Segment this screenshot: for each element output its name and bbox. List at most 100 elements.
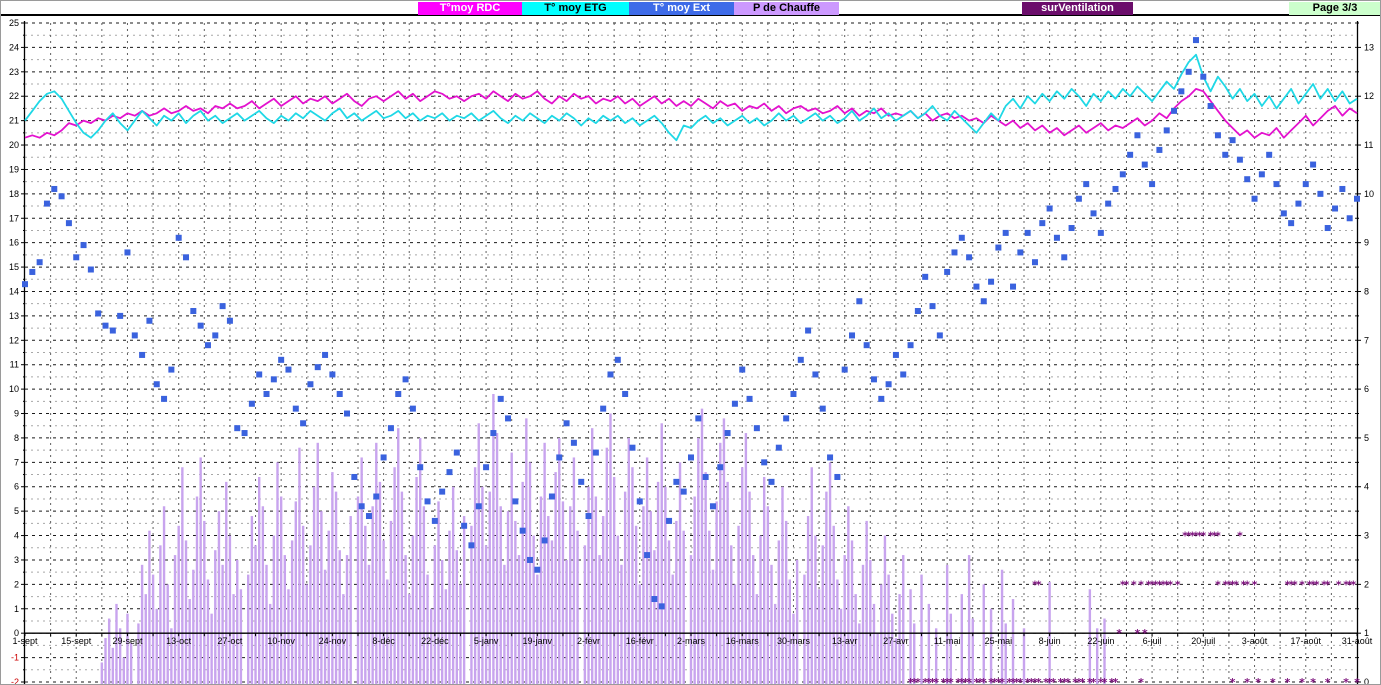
svg-text:*: * — [944, 676, 951, 685]
legend-tmoy-ext[interactable]: T° moy Ext — [629, 2, 734, 15]
svg-text:*: * — [1145, 578, 1152, 591]
svg-text:*: * — [1174, 578, 1181, 591]
svg-text:14: 14 — [9, 286, 19, 296]
svg-text:*: * — [1193, 530, 1200, 543]
svg-text:*: * — [988, 676, 995, 685]
svg-text:1-sept: 1-sept — [12, 636, 38, 646]
svg-text:18: 18 — [9, 189, 19, 199]
svg-text:27-avr: 27-avr — [883, 636, 909, 646]
svg-text:*: * — [1046, 676, 1053, 685]
svg-text:*: * — [1043, 676, 1050, 685]
svg-text:13-avr: 13-avr — [832, 636, 858, 646]
svg-text:2: 2 — [1364, 579, 1369, 589]
svg-text:*: * — [962, 676, 969, 685]
svg-text:*: * — [1182, 530, 1189, 543]
svg-text:4: 4 — [1364, 482, 1369, 492]
svg-text:*: * — [1156, 578, 1163, 591]
legend-tmoy-rdc[interactable]: T°moy RDC — [418, 2, 522, 15]
svg-text:13: 13 — [9, 311, 19, 321]
svg-text:*: * — [1028, 676, 1035, 685]
svg-text:*: * — [1138, 676, 1145, 685]
svg-text:*: * — [1229, 676, 1236, 685]
svg-text:21: 21 — [9, 116, 19, 126]
svg-text:22: 22 — [9, 91, 19, 101]
svg-text:5: 5 — [1364, 433, 1369, 443]
svg-text:24-nov: 24-nov — [319, 636, 347, 646]
svg-text:*: * — [1321, 578, 1328, 591]
svg-text:*: * — [1072, 676, 1079, 685]
svg-text:*: * — [980, 676, 987, 685]
svg-text:20: 20 — [9, 140, 19, 150]
svg-text:6: 6 — [14, 482, 19, 492]
svg-text:15-sept: 15-sept — [61, 636, 92, 646]
svg-text:*: * — [911, 676, 918, 685]
svg-text:22-juin: 22-juin — [1087, 636, 1114, 646]
svg-text:*: * — [922, 676, 929, 685]
svg-text:*: * — [1240, 578, 1247, 591]
svg-text:2-févr: 2-févr — [577, 636, 600, 646]
svg-text:5-janv: 5-janv — [474, 636, 499, 646]
svg-text:*: * — [1024, 676, 1031, 685]
svg-text:17: 17 — [9, 213, 19, 223]
svg-text:8: 8 — [14, 433, 19, 443]
svg-text:*: * — [1149, 578, 1156, 591]
svg-text:*: * — [1211, 530, 1218, 543]
svg-text:0: 0 — [1364, 677, 1369, 685]
svg-text:*: * — [1010, 676, 1017, 685]
svg-text:*: * — [1141, 627, 1148, 640]
svg-text:*: * — [1310, 578, 1317, 591]
svg-text:*: * — [1226, 578, 1233, 591]
page-indicator: Page 3/3 — [1289, 2, 1380, 15]
svg-text:-2: -2 — [11, 677, 19, 685]
svg-text:*: * — [1324, 676, 1331, 685]
svg-text:27-oct: 27-oct — [217, 636, 243, 646]
svg-text:*: * — [1006, 676, 1013, 685]
legend-tmoy-etg[interactable]: T° moy ETG — [522, 2, 629, 15]
svg-text:*: * — [991, 676, 998, 685]
svg-text:*: * — [1119, 578, 1126, 591]
svg-text:23: 23 — [9, 67, 19, 77]
svg-text:*: * — [1284, 578, 1291, 591]
svg-text:*: * — [1324, 578, 1331, 591]
svg-text:*: * — [1255, 676, 1262, 685]
svg-text:6: 6 — [1364, 384, 1369, 394]
svg-text:*: * — [1222, 578, 1229, 591]
svg-text:*: * — [1090, 676, 1097, 685]
svg-text:*: * — [1233, 578, 1240, 591]
svg-text:*: * — [1244, 676, 1251, 685]
svg-text:19: 19 — [9, 164, 19, 174]
svg-text:10-nov: 10-nov — [267, 636, 295, 646]
svg-text:4: 4 — [14, 531, 19, 541]
svg-text:19-janv: 19-janv — [523, 636, 553, 646]
svg-text:*: * — [1251, 578, 1258, 591]
svg-text:*: * — [1109, 676, 1116, 685]
svg-text:*: * — [1163, 578, 1170, 591]
svg-text:*: * — [1134, 627, 1141, 640]
svg-text:24: 24 — [9, 42, 19, 52]
svg-text:3: 3 — [14, 555, 19, 565]
svg-text:*: * — [1061, 676, 1068, 685]
svg-text:0: 0 — [14, 628, 19, 638]
svg-text:*: * — [1306, 578, 1313, 591]
svg-text:13-oct: 13-oct — [166, 636, 192, 646]
svg-text:*: * — [1035, 578, 1042, 591]
svg-text:9: 9 — [1364, 238, 1369, 248]
svg-text:*: * — [1123, 578, 1130, 591]
svg-text:*: * — [955, 676, 962, 685]
svg-text:*: * — [940, 676, 947, 685]
legend-surventilation[interactable]: surVentilation — [1022, 2, 1133, 15]
svg-text:*: * — [948, 676, 955, 685]
svg-text:*: * — [1160, 578, 1167, 591]
svg-text:11: 11 — [10, 360, 19, 370]
svg-text:20-juil: 20-juil — [1191, 636, 1215, 646]
svg-text:29-sept: 29-sept — [112, 636, 143, 646]
svg-text:*: * — [1189, 530, 1196, 543]
legend-p-de-chauffe[interactable]: P de Chauffe — [734, 2, 839, 15]
svg-text:3: 3 — [1364, 531, 1369, 541]
svg-text:17-août: 17-août — [1291, 636, 1322, 646]
svg-text:30-mars: 30-mars — [777, 636, 811, 646]
svg-text:*: * — [1032, 578, 1039, 591]
svg-text:2-mars: 2-mars — [677, 636, 706, 646]
